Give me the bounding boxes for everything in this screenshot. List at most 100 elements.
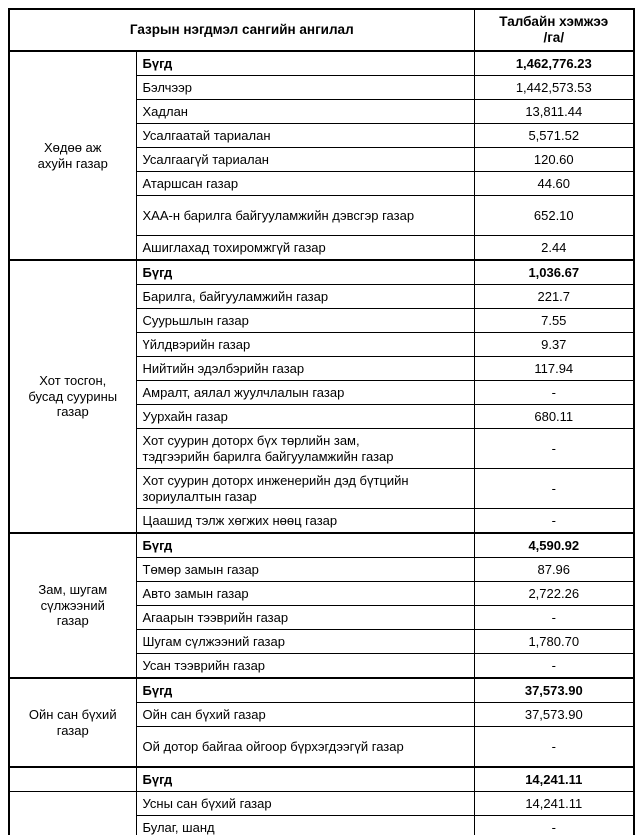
area-value-cell: 4,590.92 [473, 532, 635, 558]
table-row: Хот тосгон, бусад суурины газар Бүгд 1,036… [8, 259, 635, 534]
area-value-cell: - [473, 726, 635, 768]
category-label-cell: Бүгд [135, 50, 475, 76]
table-row: Булаг, шанд - [9, 815, 635, 835]
area-value-cell: 117.94 [473, 356, 635, 381]
land-classification-table: Газрын нэгдмэл сангийн ангилал Талбайн х… [8, 8, 636, 835]
category-label-cell: Ашиглахад тохиромжгүй газар [135, 235, 475, 261]
category-label-cell: Төмөр замын газар [135, 557, 475, 582]
area-value-cell: 13,811.44 [473, 99, 635, 124]
area-value-cell: - [473, 468, 635, 509]
category-label-cell: Үйлдвэрийн газар [135, 332, 475, 357]
area-value-cell: 9.37 [473, 332, 635, 357]
table-row: ХАА-н барилга байгууламжийн дэвсгэр газа… [9, 195, 635, 236]
area-value-cell: 7.55 [473, 308, 635, 333]
category-label-cell: Хадлан [135, 99, 475, 124]
area-value-cell: 1,036.67 [473, 259, 635, 285]
table-header-row: Газрын нэгдмэл сангийн ангилал Талбайн х… [8, 8, 635, 52]
area-value-cell: 37,573.90 [473, 702, 635, 727]
category-label-cell: Бүгд [135, 259, 475, 285]
group-spacer-cell [8, 766, 137, 792]
area-value-cell: 1,442,573.53 [473, 75, 635, 100]
table-row: Хот суурин доторх бүх төрлийн зам, тэдгэ… [9, 428, 635, 469]
area-value-cell: 14,241.11 [473, 766, 635, 792]
category-label-cell: Булаг, шанд [135, 815, 475, 835]
category-label-cell: Усалгаатай тариалан [135, 123, 475, 148]
category-label-cell: Усны сан бүхий газар [135, 791, 475, 816]
area-value-cell: 5,571.52 [473, 123, 635, 148]
area-value-cell: 44.60 [473, 171, 635, 196]
area-value-cell: 652.10 [473, 195, 635, 236]
category-label-cell: Барилга, байгууламжийн газар [135, 284, 475, 309]
group-label-cell: Хөдөө аж ахуйн газар [8, 50, 137, 261]
area-value-cell: 14,241.11 [473, 791, 635, 816]
area-value-cell: - [473, 380, 635, 405]
category-label-cell: Хот суурин доторх инженерийн дэд бүтцийн… [135, 468, 475, 509]
table-row: Атаршсан газар 44.60 [9, 171, 635, 196]
area-value-cell: - [473, 508, 635, 534]
table-row: Зам, шугам сүлжээний газар Бүгд 4,590.92 [8, 532, 635, 679]
category-label-cell: Бүгд [135, 766, 475, 792]
category-label-cell: Уурхайн газар [135, 404, 475, 429]
area-value-cell: 221.7 [473, 284, 635, 309]
area-value-cell: 87.96 [473, 557, 635, 582]
area-value-cell: 120.60 [473, 147, 635, 172]
area-value-cell: - [473, 815, 635, 835]
category-label-cell: Усалгаагүй тариалан [135, 147, 475, 172]
table-row: Шугам сүлжээний газар 1,780.70 [9, 629, 635, 654]
table-row: Хот суурин доторх инженерийн дэд бүтцийн… [9, 468, 635, 509]
area-value-cell: 1,462,776.23 [473, 50, 635, 76]
category-label-cell: ХАА-н барилга байгууламжийн дэвсгэр газа… [135, 195, 475, 236]
category-label-cell: Нийтийн эдэлбэрийн газар [135, 356, 475, 381]
table-row: Ой дотор байгаа ойгоор бүрхэгдээгүй газа… [9, 726, 635, 768]
category-label-cell: Ойн сан бүхий газар [135, 702, 475, 727]
category-label-cell: Авто замын газар [135, 581, 475, 606]
area-value-cell: - [473, 605, 635, 630]
group-label-cell: Хот тосгон, бусад суурины газар [8, 259, 137, 534]
category-label-cell: Бүгд [135, 532, 475, 558]
category-label-cell: Усан тээврийн газар [135, 653, 475, 679]
group-label-cell: Ойн сан бүхий газар [8, 677, 137, 768]
table-row: Авто замын газар 2,722.26 [9, 581, 635, 606]
table-row: Ойн сан бүхий газар 37,573.90 [9, 702, 635, 727]
area-value-cell: 37,573.90 [473, 677, 635, 703]
category-label-cell: Бүгд [135, 677, 475, 703]
category-label-cell: Бэлчээр [135, 75, 475, 100]
table-row: Үйлдвэрийн газар 9.37 [9, 332, 635, 357]
area-value-cell: - [473, 653, 635, 679]
category-label-cell: Агаарын тээврийн газар [135, 605, 475, 630]
area-value-cell: 2.44 [473, 235, 635, 261]
table-row: Ашиглахад тохиромжгүй газар 2.44 [9, 235, 635, 261]
table-body: Газрын нэгдмэл сангийн ангилал Талбайн х… [8, 8, 635, 835]
table-row: Ойн сан бүхий газар Бүгд 37,573.90 [8, 677, 635, 768]
area-value-cell: 680.11 [473, 404, 635, 429]
table-row: Нийтийн эдэлбэрийн газар 117.94 [9, 356, 635, 381]
table-row: Барилга, байгууламжийн газар 221.7 [9, 284, 635, 309]
category-label-cell: Амралт, аялал жуулчлалын газар [135, 380, 475, 405]
category-label-cell: Атаршсан газар [135, 171, 475, 196]
table-row: Бүгд 14,241.11 [8, 766, 635, 792]
table-row: Бэлчээр 1,442,573.53 [9, 75, 635, 100]
table-row: Усны сан бүхий газарУсны сан бүхий газар… [8, 791, 635, 835]
table-row: Хөдөө аж ахуйн газар Бүгд 1,462,776.23 [8, 50, 635, 261]
table-row: Амралт, аялал жуулчлалын газар - [9, 380, 635, 405]
area-value-cell: 2,722.26 [473, 581, 635, 606]
table-row: Төмөр замын газар 87.96 [9, 557, 635, 582]
category-label-cell: Суурьшлын газар [135, 308, 475, 333]
table-row: Усалгаатай тариалан 5,571.52 [9, 123, 635, 148]
area-value-cell: 1,780.70 [473, 629, 635, 654]
category-label-cell: Хот суурин доторх бүх төрлийн зам, тэдгэ… [135, 428, 475, 469]
group-label-cell: Усны сан бүхий газар [8, 791, 137, 835]
table-row: Агаарын тээврийн газар - [9, 605, 635, 630]
table-row: Суурьшлын газар 7.55 [9, 308, 635, 333]
table-row: Усан тээврийн газар - [9, 653, 635, 679]
table-row: Усалгаагүй тариалан 120.60 [9, 147, 635, 172]
group-label-cell: Зам, шугам сүлжээний газар [8, 532, 137, 679]
area-header-cell: Талбайн хэмжээ /га/ [473, 8, 635, 52]
classification-header-cell: Газрын нэгдмэл сангийн ангилал [8, 8, 475, 52]
category-label-cell: Шугам сүлжээний газар [135, 629, 475, 654]
category-label-cell: Ой дотор байгаа ойгоор бүрхэгдээгүй газа… [135, 726, 475, 768]
category-label-cell: Цаашид тэлж хөгжих нөөц газар [135, 508, 475, 534]
area-value-cell: - [473, 428, 635, 469]
table-row: Уурхайн газар 680.11 [9, 404, 635, 429]
